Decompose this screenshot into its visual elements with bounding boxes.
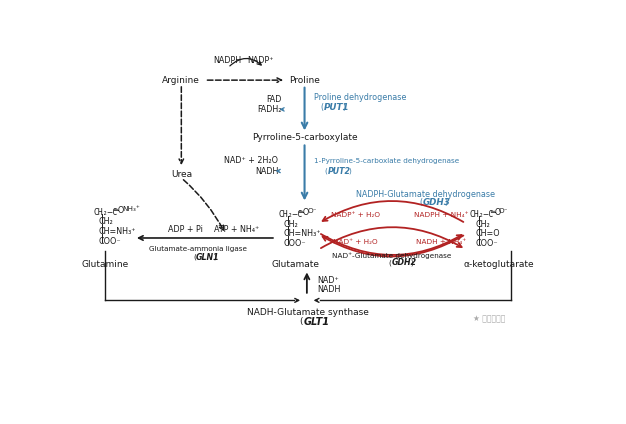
Text: 1-Pyrroline-5-carboxlate dehydrogenase: 1-Pyrroline-5-carboxlate dehydrogenase [314,158,459,164]
Text: CH=O: CH=O [475,229,500,238]
Text: Glutamine: Glutamine [82,260,129,269]
Text: Urea: Urea [171,170,192,179]
Text: NAD⁺: NAD⁺ [317,276,339,285]
Text: Proline dehydrogenase: Proline dehydrogenase [314,92,406,102]
Text: FAD: FAD [266,95,281,104]
Text: COO⁻: COO⁻ [475,239,498,248]
Text: NADP⁺ + H₂O: NADP⁺ + H₂O [331,212,380,218]
Text: CH₂: CH₂ [284,220,299,229]
Text: ═O: ═O [490,208,501,217]
Text: NADPH-Glutamate dehydrogenase: NADPH-Glutamate dehydrogenase [356,190,495,198]
Text: NAD⁺-Glutamate dehydrogenase: NAD⁺-Glutamate dehydrogenase [332,252,451,259]
Text: O⁻: O⁻ [499,208,508,214]
Text: NADP⁺: NADP⁺ [247,56,274,64]
Text: NADH + NH₄⁺: NADH + NH₄⁺ [416,239,466,245]
Text: Glutamate-ammonia ligase: Glutamate-ammonia ligase [150,246,247,252]
Text: GLT1: GLT1 [304,317,330,327]
Text: NADH: NADH [317,285,341,294]
Text: ): ) [348,168,351,174]
Text: (: ( [419,198,423,207]
Text: Glutamate: Glutamate [271,260,319,269]
Text: (: ( [388,259,391,266]
Text: COO⁻: COO⁻ [98,237,121,246]
Text: O⁻: O⁻ [307,208,317,214]
Text: ═O: ═O [113,206,125,215]
Text: CH=NH₃⁺: CH=NH₃⁺ [284,229,321,238]
Text: ADP + Pi: ADP + Pi [168,225,203,234]
Text: NADPH: NADPH [213,56,241,64]
Text: NADH: NADH [255,167,278,176]
Text: Arginine: Arginine [162,75,200,85]
Text: NAD⁺ + 2H₂O: NAD⁺ + 2H₂O [224,156,278,165]
Text: ): ) [214,254,217,260]
Text: CH₂: CH₂ [98,218,113,226]
Text: ): ) [444,198,447,207]
Text: CH₂–C: CH₂–C [278,210,302,219]
Text: ): ) [411,259,414,266]
Text: (: ( [325,168,327,174]
Text: ): ) [323,318,327,326]
Text: CH₂: CH₂ [475,220,490,229]
Text: ═O: ═O [299,208,310,217]
Text: ★ 安隆代谢组: ★ 安隆代谢组 [473,314,505,324]
Text: Proline: Proline [289,75,320,85]
Text: GDH2: GDH2 [391,258,416,267]
Text: NADPH + NH₄⁺: NADPH + NH₄⁺ [414,212,468,218]
Text: (: ( [193,254,196,260]
Text: GDH3: GDH3 [423,198,451,207]
Text: COO⁻: COO⁻ [284,239,306,248]
Text: NADH-Glutamate synthase: NADH-Glutamate synthase [247,308,369,317]
Text: NH₃⁺: NH₃⁺ [123,206,140,212]
Text: (: ( [320,103,323,112]
Text: ): ) [342,103,346,112]
Text: CH₂–C: CH₂–C [94,208,118,217]
Text: GLN1: GLN1 [196,253,220,262]
Text: α-ketoglutarate: α-ketoglutarate [464,260,535,269]
Text: NAD⁺ + H₂O: NAD⁺ + H₂O [334,239,378,245]
Text: CH₂–C: CH₂–C [470,210,494,219]
Text: PUT2: PUT2 [328,167,351,176]
Text: ATP + NH₄⁺: ATP + NH₄⁺ [213,225,259,234]
Text: FADH₂: FADH₂ [257,105,281,114]
Text: Pyrroline-5-carboxylate: Pyrroline-5-carboxylate [252,134,357,142]
Text: PUT1: PUT1 [324,103,349,112]
Text: (: ( [299,318,302,326]
Text: CH=NH₃⁺: CH=NH₃⁺ [98,227,136,236]
